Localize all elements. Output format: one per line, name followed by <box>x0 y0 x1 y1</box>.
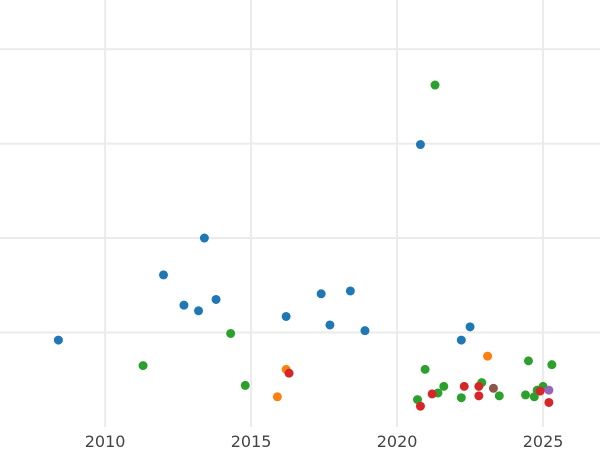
data-point <box>494 391 504 401</box>
data-point <box>544 397 554 407</box>
data-point <box>159 270 169 280</box>
data-point <box>179 300 189 310</box>
data-point <box>284 368 294 378</box>
data-point <box>439 381 449 391</box>
data-point <box>488 383 498 393</box>
data-point <box>456 335 466 345</box>
data-point <box>474 391 484 401</box>
data-point <box>544 385 554 395</box>
data-point <box>211 294 221 304</box>
data-point <box>415 401 425 411</box>
data-point <box>199 233 209 243</box>
x-tick-label: 2020 <box>377 432 418 450</box>
grid <box>0 0 600 427</box>
data-point <box>420 364 430 374</box>
x-tick-label: 2015 <box>231 432 272 450</box>
data-point <box>272 392 282 402</box>
data-point <box>456 393 466 403</box>
x-tick-label: 2025 <box>523 432 564 450</box>
data-point <box>474 381 484 391</box>
data-point <box>483 351 493 361</box>
data-point <box>427 389 437 399</box>
data-point <box>240 380 250 390</box>
data-point <box>535 386 545 396</box>
data-point <box>360 326 370 336</box>
data-point <box>226 328 236 338</box>
x-tick-label: 2010 <box>85 432 126 450</box>
data-point <box>316 289 326 299</box>
data-point <box>138 361 148 371</box>
data-point <box>281 311 291 321</box>
data-point <box>325 320 335 330</box>
data-point <box>53 335 63 345</box>
data-point <box>547 360 557 370</box>
data-point <box>521 390 531 400</box>
data-point <box>345 286 355 296</box>
points <box>53 80 557 411</box>
data-point <box>465 322 475 332</box>
data-point <box>459 381 469 391</box>
data-point <box>430 80 440 90</box>
data-point <box>415 140 425 150</box>
x-tick-labels: 2010 2015 2020 2025 <box>85 432 564 450</box>
data-point <box>194 306 204 316</box>
data-point <box>523 356 533 366</box>
